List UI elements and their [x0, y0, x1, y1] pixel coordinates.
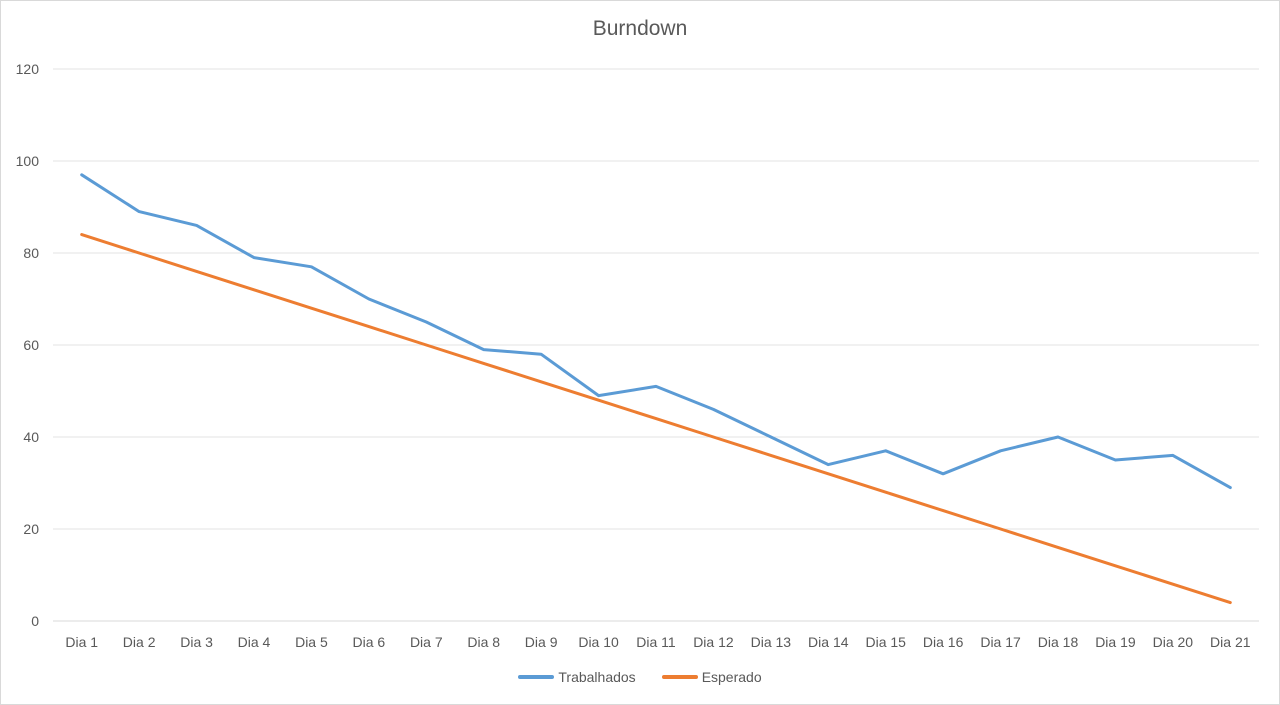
legend-item-esperado: Esperado: [661, 669, 762, 685]
data-point-trabalhados: [252, 256, 256, 259]
y-tick-label: 20: [23, 521, 39, 537]
data-point-esperado: [884, 491, 887, 494]
x-tick-label: Dia 18: [1038, 634, 1079, 650]
data-point-trabalhados: [884, 449, 887, 452]
data-point-trabalhados: [1171, 454, 1175, 457]
x-tick-label: Dia 19: [1095, 634, 1136, 650]
data-point-trabalhados: [654, 385, 658, 388]
data-point-esperado: [1171, 583, 1175, 586]
x-tick-label: Dia 6: [353, 634, 386, 650]
x-tick-label: Dia 13: [751, 634, 792, 650]
data-point-trabalhados: [597, 394, 600, 397]
x-tick-label: Dia 14: [808, 634, 849, 650]
x-tick-label: Dia 2: [123, 634, 156, 650]
data-point-esperado: [1056, 546, 1060, 549]
x-tick-label: Dia 7: [410, 634, 443, 650]
data-point-trabalhados: [80, 173, 83, 176]
data-point-esperado: [712, 435, 715, 439]
data-point-trabalhados: [425, 320, 428, 324]
data-point-trabalhados: [482, 348, 485, 351]
x-tick-label: Dia 12: [693, 634, 734, 650]
x-tick-label: Dia 17: [980, 634, 1021, 650]
data-point-esperado: [769, 454, 773, 457]
data-point-trabalhados: [827, 463, 830, 466]
data-point-esperado: [941, 509, 945, 512]
x-tick-label: Dia 16: [923, 634, 964, 650]
data-point-trabalhados: [999, 449, 1002, 452]
data-point-esperado: [827, 472, 830, 475]
data-point-esperado: [999, 527, 1002, 531]
data-point-trabalhados: [137, 210, 141, 213]
x-tick-label: Dia 1: [65, 634, 98, 650]
y-tick-label: 120: [16, 61, 40, 77]
legend-item-trabalhados: Trabalhados: [518, 669, 636, 685]
data-point-esperado: [1229, 601, 1232, 604]
x-tick-label: Dia 3: [180, 634, 213, 650]
legend-swatch: [661, 675, 698, 679]
x-tick-label: Dia 8: [467, 634, 500, 650]
data-point-trabalhados: [712, 408, 715, 411]
y-tick-label: 40: [23, 429, 39, 445]
x-tick-label: Dia 11: [636, 634, 676, 650]
x-tick-label: Dia 5: [295, 634, 328, 650]
data-point-trabalhados: [1229, 486, 1232, 489]
x-tick-label: Dia 15: [865, 634, 906, 650]
data-point-trabalhados: [310, 265, 313, 268]
data-point-trabalhados: [195, 224, 198, 227]
data-point-trabalhados: [769, 435, 773, 439]
data-point-esperado: [252, 288, 256, 291]
data-point-esperado: [137, 251, 141, 255]
data-point-trabalhados: [941, 472, 945, 475]
x-tick-label: Dia 21: [1210, 634, 1251, 650]
data-point-esperado: [80, 233, 83, 236]
data-point-esperado: [539, 380, 543, 383]
data-point-trabalhados: [1056, 435, 1060, 439]
chart-title: Burndown: [592, 17, 688, 40]
data-point-esperado: [367, 325, 371, 328]
y-tick-label: 100: [16, 153, 40, 169]
chart-legend: Trabalhados Esperado: [1, 669, 1279, 685]
data-point-trabalhados: [367, 297, 371, 301]
data-point-esperado: [425, 343, 428, 347]
x-tick-label: Dia 20: [1153, 634, 1194, 650]
legend-swatch: [518, 675, 555, 679]
y-tick-label: 80: [23, 245, 39, 261]
legend-label: Trabalhados: [558, 669, 636, 685]
data-point-esperado: [310, 307, 313, 310]
y-tick-label: 0: [31, 613, 39, 629]
x-tick-label: Dia 9: [525, 634, 558, 650]
data-point-trabalhados: [539, 353, 543, 356]
y-tick-label: 60: [23, 337, 39, 353]
series-line-trabalhados: [80, 173, 1232, 490]
x-tick-label: Dia 4: [238, 634, 271, 650]
data-point-trabalhados: [1114, 458, 1117, 462]
x-tick-label: Dia 10: [578, 634, 619, 650]
data-point-esperado: [654, 417, 658, 420]
legend-label: Esperado: [701, 669, 762, 685]
data-point-esperado: [482, 362, 485, 365]
data-point-esperado: [195, 270, 198, 273]
data-point-esperado: [597, 399, 600, 402]
data-point-esperado: [1114, 564, 1117, 567]
